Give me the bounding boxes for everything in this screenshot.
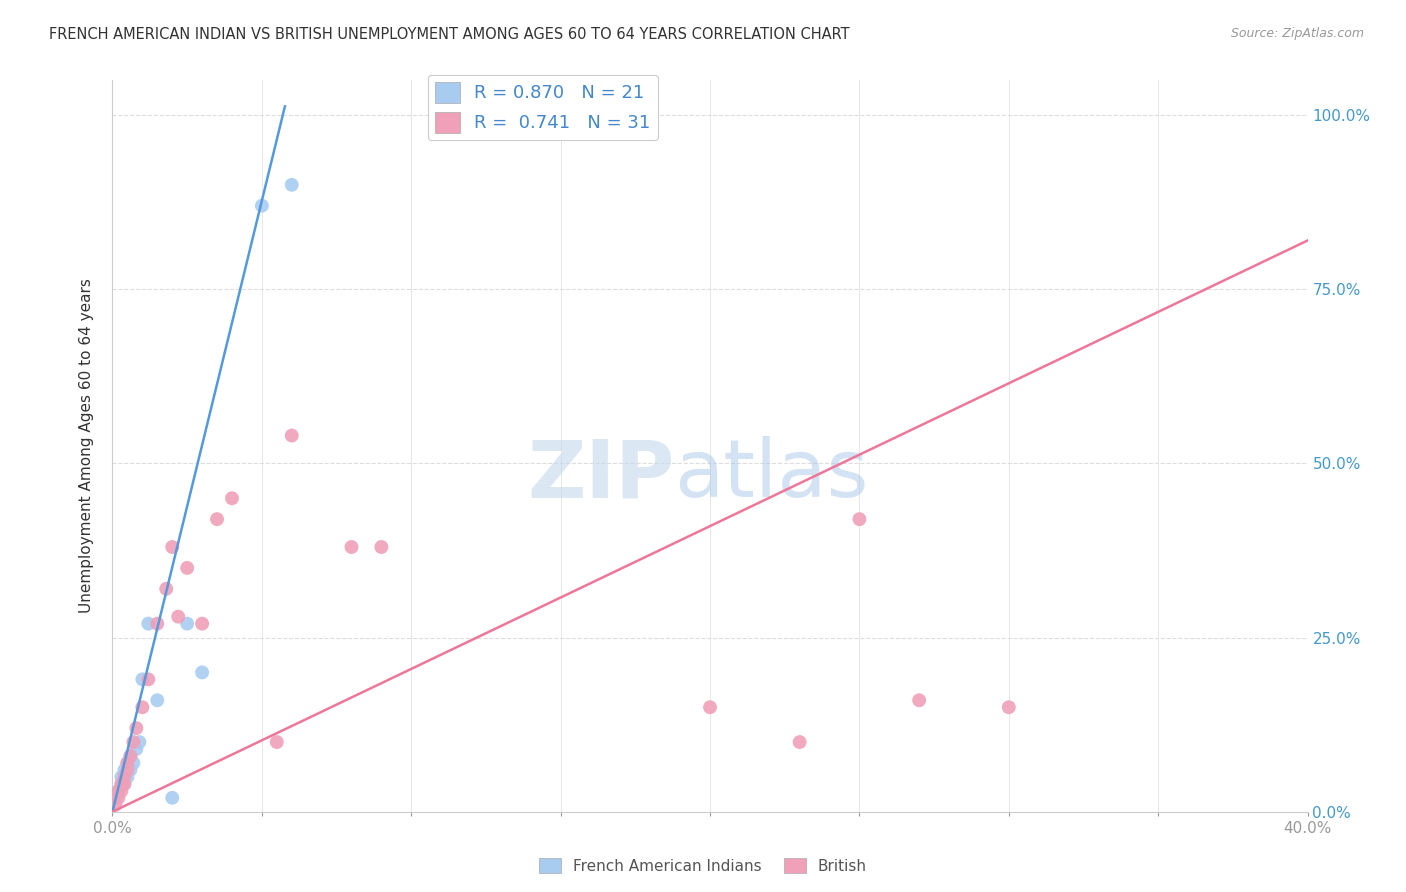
Point [114, 777, 135, 791]
Text: atlas: atlas [675, 436, 869, 515]
Legend: French American Indians, British: French American Indians, British [533, 852, 873, 880]
Point [176, 561, 198, 575]
Point [281, 428, 304, 442]
Point [117, 770, 139, 784]
Point [110, 770, 132, 784]
Point [120, 749, 142, 764]
Point [120, 749, 142, 764]
Point [176, 616, 198, 631]
Point [114, 777, 135, 791]
Point [125, 721, 148, 735]
Point [162, 790, 183, 805]
Point [167, 609, 190, 624]
Point [107, 784, 129, 798]
Point [131, 673, 153, 687]
Point [191, 616, 214, 631]
Point [125, 742, 148, 756]
Point [205, 512, 228, 526]
Point [908, 693, 931, 707]
Point [120, 763, 142, 777]
Point [998, 700, 1021, 714]
Y-axis label: Unemployment Among Ages 60 to 64 years: Unemployment Among Ages 60 to 64 years [79, 278, 94, 614]
Point [117, 763, 139, 777]
Point [110, 784, 132, 798]
Point [191, 665, 214, 680]
Text: Source: ZipAtlas.com: Source: ZipAtlas.com [1230, 27, 1364, 40]
Point [221, 491, 243, 506]
Point [281, 178, 304, 192]
Point [138, 616, 160, 631]
Point [250, 199, 273, 213]
Point [110, 777, 132, 791]
Point [162, 540, 183, 554]
Point [370, 540, 392, 554]
Point [117, 756, 139, 770]
Point [104, 790, 127, 805]
Point [155, 582, 177, 596]
Point [138, 673, 160, 687]
Point [107, 790, 129, 805]
Point [699, 700, 721, 714]
Point [146, 616, 169, 631]
Point [114, 770, 135, 784]
Legend: R = 0.870   N = 21, R =  0.741   N = 31: R = 0.870 N = 21, R = 0.741 N = 31 [427, 75, 658, 140]
Point [122, 756, 145, 770]
Point [122, 735, 145, 749]
Point [266, 735, 288, 749]
Point [104, 797, 127, 812]
Point [110, 777, 132, 791]
Point [848, 512, 870, 526]
Point [789, 735, 811, 749]
Point [340, 540, 363, 554]
Point [131, 700, 153, 714]
Point [107, 784, 129, 798]
Point [114, 763, 135, 777]
Point [146, 693, 169, 707]
Point [117, 756, 139, 770]
Text: ZIP: ZIP [527, 436, 675, 515]
Point [128, 735, 150, 749]
Text: FRENCH AMERICAN INDIAN VS BRITISH UNEMPLOYMENT AMONG AGES 60 TO 64 YEARS CORRELA: FRENCH AMERICAN INDIAN VS BRITISH UNEMPL… [49, 27, 849, 42]
